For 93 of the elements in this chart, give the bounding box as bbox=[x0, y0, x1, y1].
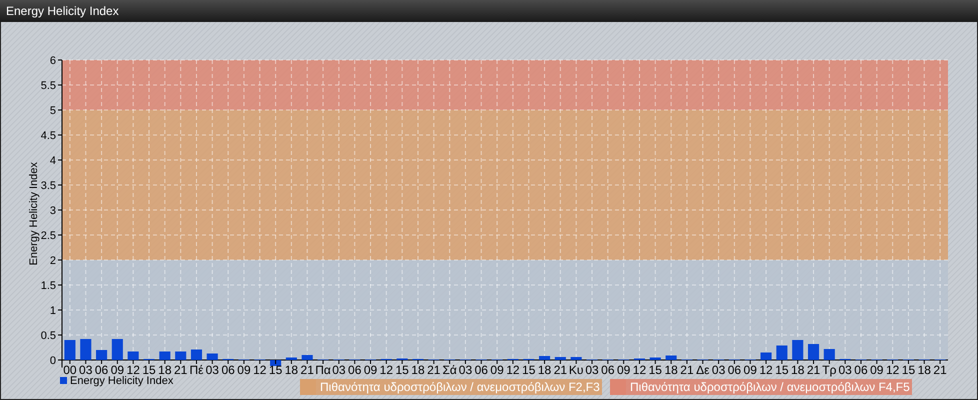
x-tick-label: 09 bbox=[870, 363, 884, 377]
legend-label: Πιθανότητα υδροστρόβιλων / ανεμοστρόβιλων F4,F5 bbox=[630, 380, 910, 394]
x-tick-label: 15 bbox=[142, 363, 156, 377]
bar bbox=[96, 350, 108, 360]
x-tick-label: 09 bbox=[110, 363, 124, 377]
x-tick-label: 03 bbox=[712, 363, 726, 377]
x-tick-label: 12 bbox=[759, 363, 774, 377]
x-tick-label: 06 bbox=[348, 363, 362, 377]
legend-label: Energy Helicity Index bbox=[70, 375, 174, 387]
x-tick-label: 18 bbox=[538, 363, 552, 377]
x-tick-label: Πα bbox=[315, 363, 331, 377]
x-tick-label: 15 bbox=[902, 363, 916, 377]
y-tick-label: 4.5 bbox=[40, 130, 56, 142]
x-tick-label: 15 bbox=[268, 363, 283, 377]
bar bbox=[539, 356, 550, 360]
x-tick-label: 15 bbox=[648, 363, 662, 377]
x-tick-label: 12 bbox=[253, 363, 267, 377]
bar bbox=[80, 339, 92, 360]
bar bbox=[190, 350, 202, 360]
bar bbox=[824, 349, 835, 360]
x-tick-label: 03 bbox=[585, 363, 600, 377]
y-tick-label: 0.5 bbox=[40, 330, 56, 342]
x-tick-label: 18 bbox=[918, 363, 932, 377]
x-tick-label: Κυ bbox=[568, 363, 584, 377]
y-tick-label: 2.5 bbox=[40, 230, 56, 242]
x-tick-label: 15 bbox=[395, 363, 410, 377]
y-tick-label: 0 bbox=[50, 354, 56, 367]
x-tick-label: 03 bbox=[79, 363, 93, 377]
x-tick-label: 06 bbox=[728, 363, 742, 377]
x-tick-label: 21 bbox=[933, 363, 948, 377]
x-tick-label: 12 bbox=[632, 363, 646, 377]
bar bbox=[808, 344, 820, 360]
x-tick-label: 18 bbox=[411, 363, 425, 377]
x-tick-label: 03 bbox=[206, 363, 220, 377]
x-tick-label: 06 bbox=[94, 363, 109, 377]
x-tick-label: 21 bbox=[174, 363, 188, 377]
x-tick-label: 21 bbox=[806, 363, 821, 377]
x-tick-label: 06 bbox=[601, 363, 615, 377]
y-tick-label: 4 bbox=[50, 154, 56, 167]
bar bbox=[206, 354, 218, 360]
y-tick-label: 1.5 bbox=[40, 280, 56, 292]
x-tick-label: Πέ bbox=[189, 363, 204, 377]
x-tick-label: 15 bbox=[522, 363, 536, 377]
x-tick-label: 06 bbox=[221, 363, 236, 377]
x-tick-label: 09 bbox=[364, 363, 378, 377]
x-tick-label: 18 bbox=[664, 363, 678, 377]
chart-title: Energy Helicity Index bbox=[6, 4, 119, 18]
bar bbox=[554, 357, 566, 360]
bar bbox=[570, 357, 582, 360]
x-tick-label: 00 bbox=[63, 363, 77, 377]
x-tick-label: 21 bbox=[300, 363, 314, 377]
x-tick-label: 21 bbox=[680, 363, 694, 377]
x-tick-label: 09 bbox=[744, 363, 758, 377]
x-tick-label: 09 bbox=[237, 363, 251, 377]
x-tick-label: 03 bbox=[332, 363, 346, 377]
y-tick-label: 3 bbox=[50, 204, 56, 217]
x-tick-label: Τρ bbox=[822, 363, 837, 377]
y-tick-label: 2 bbox=[50, 254, 56, 267]
x-tick-label: 06 bbox=[474, 363, 488, 377]
x-tick-label: 12 bbox=[886, 363, 900, 377]
y-tick-label: 5 bbox=[50, 104, 56, 117]
x-tick-label: 03 bbox=[458, 363, 472, 377]
x-tick-label: 09 bbox=[616, 363, 631, 377]
x-tick-label: 12 bbox=[126, 363, 140, 377]
bar bbox=[776, 346, 788, 360]
y-axis-title: Energy Helicity Index bbox=[28, 162, 40, 266]
x-tick-label: 09 bbox=[490, 363, 504, 377]
x-tick-label: 12 bbox=[506, 363, 520, 377]
bar bbox=[128, 352, 139, 360]
x-tick-label: 21 bbox=[427, 363, 441, 377]
bar bbox=[112, 339, 123, 360]
y-tick-label: 1 bbox=[50, 304, 56, 317]
y-tick-label: 6 bbox=[50, 54, 56, 67]
legend-label: Πιθανότητα υδροστρόβιλων / ανεμοστρόβιλων F2,F3 bbox=[320, 380, 600, 394]
x-tick-label: 21 bbox=[554, 363, 568, 377]
bar bbox=[159, 352, 170, 360]
x-tick-label: 15 bbox=[775, 363, 789, 377]
bar bbox=[792, 340, 804, 360]
bar bbox=[666, 356, 677, 360]
y-tick-label: 5.5 bbox=[40, 80, 56, 92]
y-tick-label: 3.5 bbox=[40, 180, 56, 192]
x-tick-label: 18 bbox=[158, 363, 172, 377]
x-tick-label: 18 bbox=[284, 363, 298, 377]
bar bbox=[760, 352, 772, 360]
x-tick-label: Δε bbox=[696, 363, 710, 377]
x-tick-label: Σά bbox=[442, 363, 457, 377]
x-tick-label: 03 bbox=[838, 363, 852, 377]
x-tick-label: 06 bbox=[854, 363, 868, 377]
bar bbox=[64, 340, 76, 360]
x-tick-label: 12 bbox=[380, 363, 394, 377]
bar bbox=[175, 352, 186, 360]
x-tick-label: 18 bbox=[791, 363, 805, 377]
bar bbox=[302, 355, 313, 360]
